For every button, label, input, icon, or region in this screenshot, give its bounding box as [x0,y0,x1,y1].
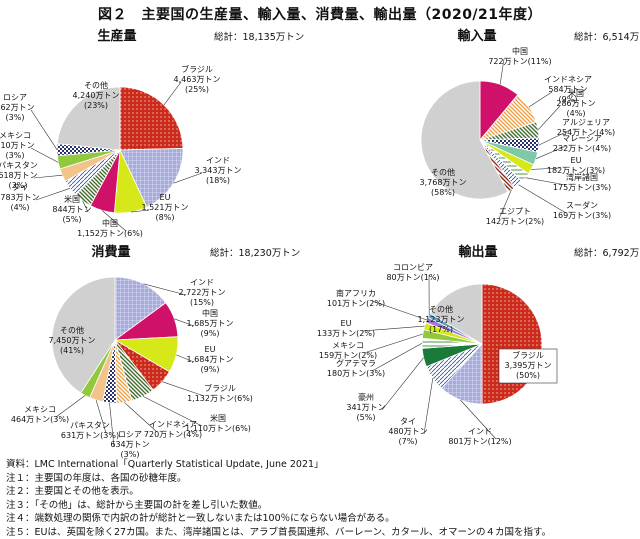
note-source: 資料：LMC International「Quarterly Statistic… [6,458,636,472]
notes: 資料：LMC International「Quarterly Statistic… [6,458,636,539]
production-leader-line-8 [31,110,57,150]
export-pie-chart: 輸出量総計：6,792万トンブラジル3,395万トン(50%)インド801万トン… [317,244,640,446]
export-leader-line-4 [372,343,422,371]
import-leader-line-1 [529,92,552,107]
export-total-label: 総計：6,792万トン [574,247,640,259]
production-chart-title: 生産量 [97,28,136,44]
note-2: 注２：主要国とその他を表示。 [6,485,636,499]
note-4: 注４：端数処理の関係で内訳の計が総計と一致しないまたは100％にならない場合があ… [6,512,636,526]
production-leader-line-6 [34,175,62,178]
consumption-total-label: 総計：18,230万トン [210,247,300,259]
note-1: 注１：主要国の年度は、各国の砂糖年度。 [6,472,636,486]
note-3: 注３：「その他」は、総計から主要国の計を差し引いた数値。 [6,499,636,513]
production-label-7: メキシコ610万トン(3%) [0,131,35,160]
production-leader-line-0 [164,82,181,105]
production-total-label: 総計：18,135万トン [214,31,304,43]
import-pie-chart: 輸入量総計：6,514万トン中国722万トン(11%)インドネシア584万トン(… [420,28,640,226]
note-5: 注５：EUは、英国を除く27カ国。また、湾岸諸国とは、アラブ首長国連邦、バーレー… [6,526,636,539]
production-label-8: ロシア562万トン(3%) [0,93,35,122]
import-chart-title: 輸入量 [457,28,496,44]
import-leader-line-2 [538,106,560,130]
consumption-leader-line-8 [56,396,85,418]
import-total-label: 総計：6,514万トン [574,31,640,43]
export-leader-line-2 [424,378,433,434]
production-slice-0 [120,87,183,150]
export-slice-0 [482,284,542,404]
export-leader-line-3 [382,358,424,410]
export-chart-title: 輸出量 [458,244,497,260]
consumption-chart-title: 消費量 [91,244,130,260]
